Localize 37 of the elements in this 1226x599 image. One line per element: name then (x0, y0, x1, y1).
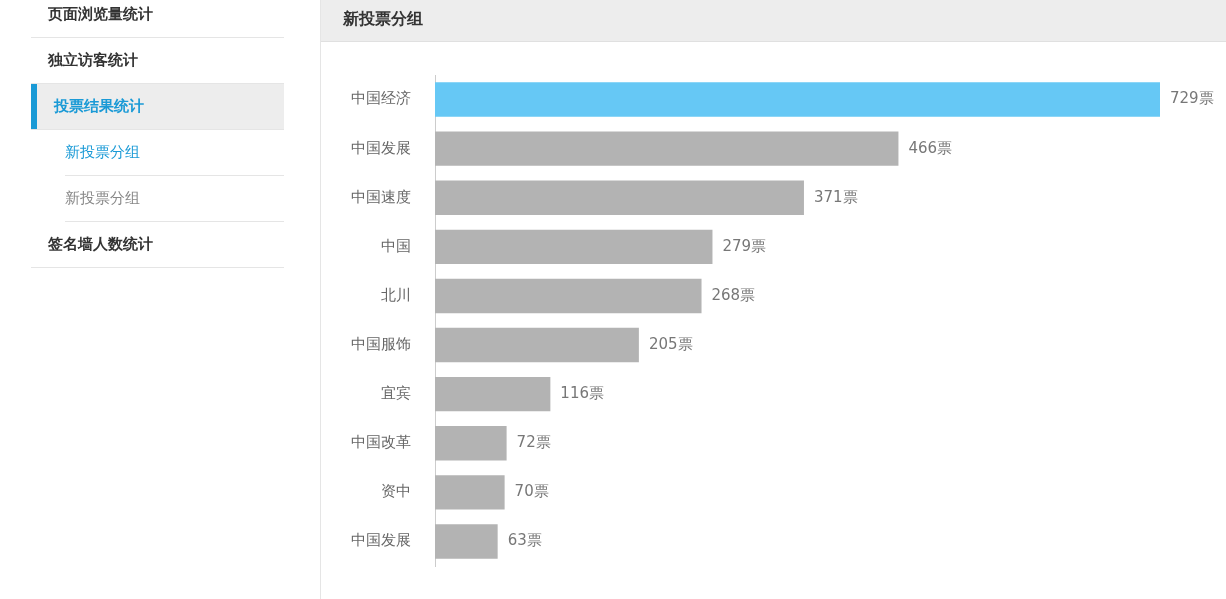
data-label: 466票 (908, 138, 953, 157)
bar (435, 180, 804, 215)
data-label: 268票 (711, 285, 756, 304)
bar (435, 229, 713, 265)
data-label: 72票 (516, 433, 551, 452)
data-label: 70票 (514, 482, 549, 501)
data-label: 116票 (560, 384, 604, 403)
y-tick-label: 中国 (381, 236, 411, 255)
bar (435, 376, 551, 412)
bar (435, 327, 639, 363)
data-label: 371票 (813, 187, 858, 206)
y-tick-label: 宜宾 (381, 384, 411, 403)
chart-title: 新投票分组 (321, 0, 1226, 42)
data-label: 63票 (507, 531, 542, 550)
y-tick-label: 中国速度 (351, 187, 411, 206)
bar (435, 524, 498, 559)
text: 新投票分组 (65, 176, 284, 222)
data-label: 279票 (722, 236, 767, 255)
y-tick-label: 中国发展 (351, 531, 411, 550)
y-tick-label: 北川 (381, 285, 411, 304)
bar (435, 131, 899, 166)
y-tick-label: 中国服饰 (351, 334, 411, 353)
y-tick-label: 资中 (381, 482, 411, 501)
y-tick-label: 中国改革 (351, 433, 411, 452)
bar (435, 278, 702, 314)
text: 签名墙人数统计 (31, 222, 284, 268)
bar (435, 426, 507, 461)
bar (435, 82, 1160, 117)
y-tick-label: 中国经济 (351, 89, 411, 108)
text: 独立访客统计 (31, 38, 284, 84)
data-label: 205票 (648, 334, 693, 353)
text: 新投票分组 (65, 130, 284, 176)
text: 投票结果统计 (31, 84, 284, 130)
text: 页面浏览量统计 (31, 0, 284, 38)
data-label: 729票 (1170, 89, 1214, 108)
y-tick-label: 中国发展 (351, 138, 411, 157)
bar (435, 475, 505, 510)
